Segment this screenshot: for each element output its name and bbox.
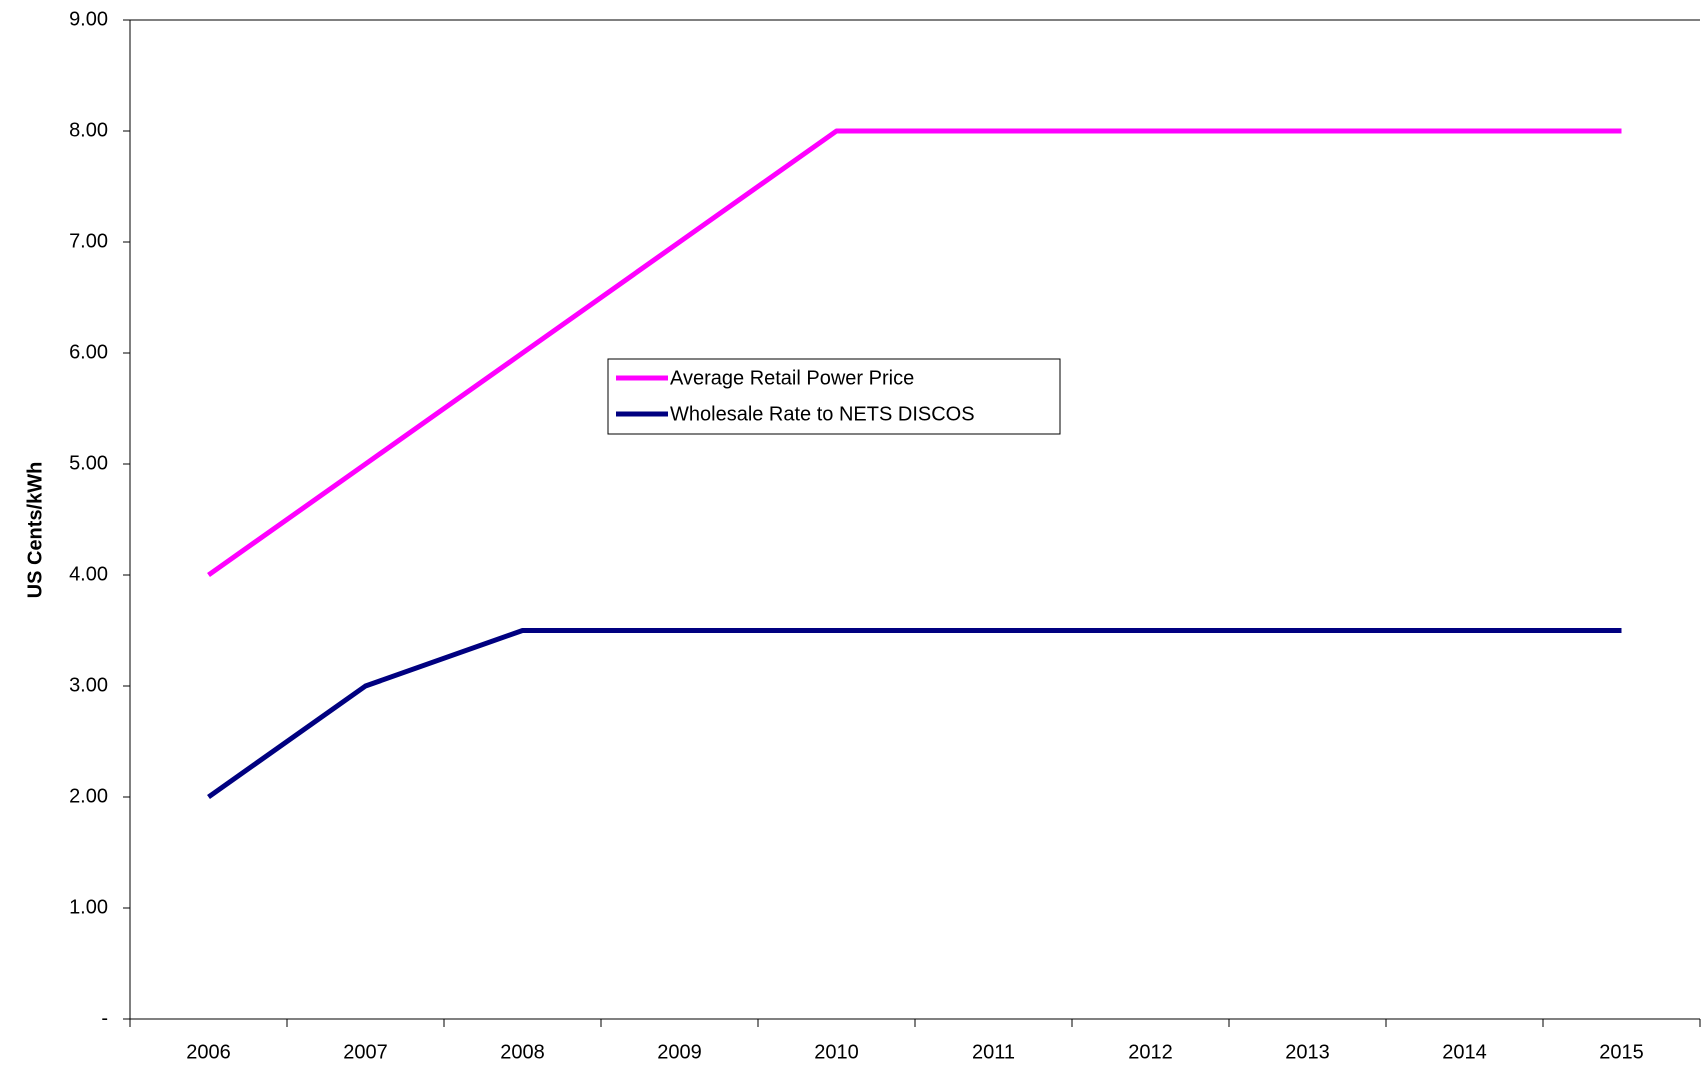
series-line (207, 628, 1622, 800)
y-tick-label: 3.00 (69, 674, 108, 696)
y-tick-label: 5.00 (69, 452, 108, 474)
x-tick-label: 2012 (1128, 1041, 1173, 1063)
y-tick-label: 2.00 (69, 785, 108, 807)
y-tick-label: 9.00 (69, 8, 108, 30)
legend-label: Average Retail Power Price (670, 367, 914, 389)
x-tick-label: 2011 (972, 1041, 1015, 1063)
y-tick-label: 8.00 (69, 119, 108, 141)
legend: Average Retail Power Price Wholesale Rate… (607, 358, 1061, 435)
y-tick-label: 6.00 (69, 341, 108, 363)
x-tick-label: 2014 (1442, 1041, 1487, 1063)
y-tick-label: 4.00 (69, 563, 108, 585)
y-tick-label: 7.00 (69, 230, 108, 252)
legend-label: Wholesale Rate to NETS DISCOS (670, 403, 975, 425)
x-tick-label: 2007 (343, 1041, 388, 1063)
x-tick-label: 2006 (186, 1041, 231, 1063)
x-tick-label: 2010 (814, 1041, 859, 1063)
x-tick-label: 2008 (500, 1041, 545, 1063)
x-tick-label: 2013 (1285, 1041, 1330, 1063)
y-axis-label: US Cents/kWh (24, 462, 46, 599)
series-line (207, 128, 1622, 578)
x-tick-label: 2015 (1599, 1041, 1644, 1063)
legend-box (607, 358, 1061, 435)
x-tick-label: 2009 (657, 1041, 702, 1063)
y-tick-label: - (101, 1007, 108, 1029)
y-tick-label: 1.00 (69, 896, 108, 918)
